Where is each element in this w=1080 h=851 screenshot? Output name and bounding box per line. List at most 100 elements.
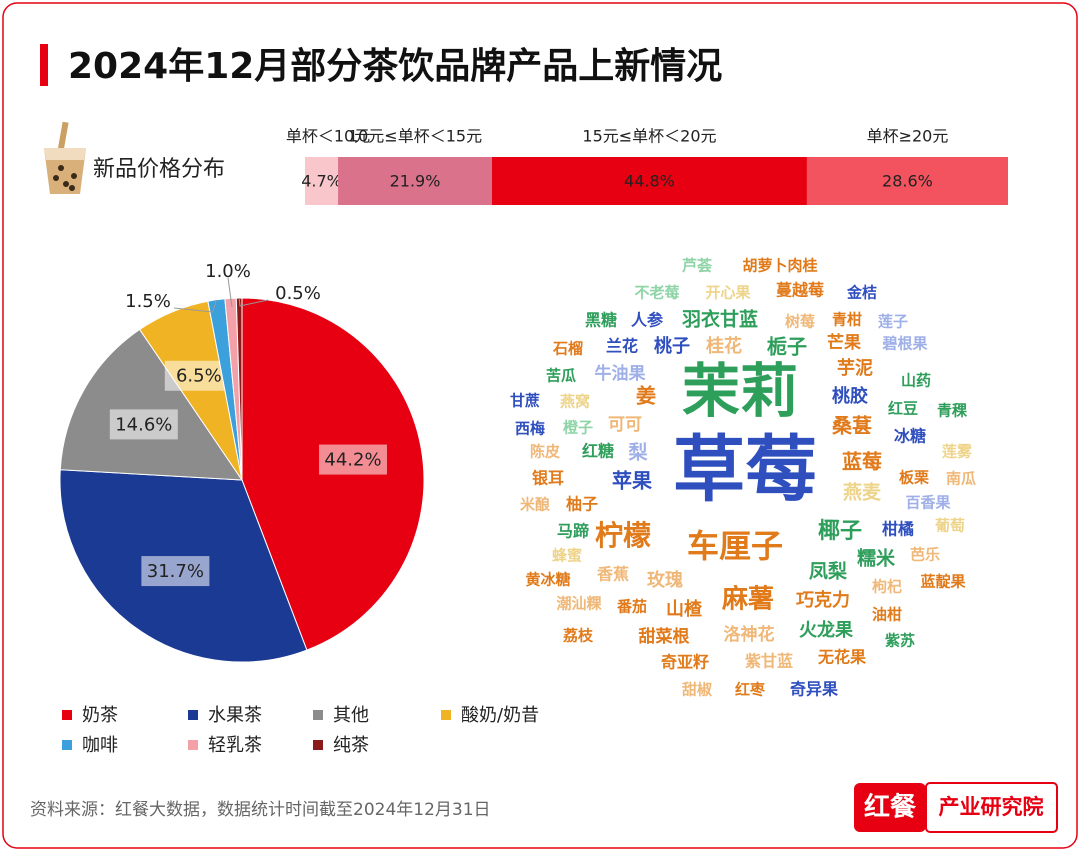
- cloud-word: 油柑: [872, 606, 902, 624]
- cloud-word: 苦瓜: [546, 367, 576, 385]
- cloud-word: 糯米: [857, 547, 896, 570]
- cloud-word: 桂花: [705, 335, 742, 357]
- logo-name: 产业研究院: [939, 795, 1044, 819]
- cloud-word: 青柑: [832, 311, 862, 329]
- cloud-word: 红糖: [582, 442, 614, 461]
- cloud-word: 红豆: [888, 400, 918, 418]
- cloud-word: 兰花: [606, 337, 638, 356]
- cloud-word: 紫苏: [885, 632, 915, 650]
- logo-brand: 红餐: [864, 792, 917, 823]
- cloud-word: 番茄: [616, 598, 647, 616]
- cloud-word: 牛油果: [595, 363, 646, 384]
- cloud-word: 茉莉: [682, 357, 798, 425]
- cloud-word: 山楂: [666, 598, 703, 620]
- cloud-word: 枸杞: [872, 578, 902, 596]
- cloud-word: 芭乐: [910, 546, 940, 564]
- leader-line: [238, 297, 269, 307]
- price-segment: [338, 157, 492, 205]
- leader-line: [227, 277, 233, 308]
- cloud-word: 姜: [636, 384, 656, 408]
- segment-label: 28.6%: [882, 172, 933, 191]
- legend-swatch: [441, 710, 451, 720]
- cloud-word: 金桔: [846, 284, 877, 302]
- logo-name-box: [925, 782, 1058, 833]
- cloud-word: 蔓越莓: [776, 281, 824, 300]
- cloud-word: 荔枝: [563, 627, 594, 645]
- cloud-word: 银耳: [532, 469, 564, 488]
- cloud-word: 蓝靛果: [920, 573, 966, 591]
- cloud-word: 甜椒: [682, 681, 713, 699]
- price-segment: [806, 157, 1008, 205]
- cloud-word: 潮汕粿: [556, 595, 602, 613]
- cloud-word: 栀子: [767, 335, 807, 359]
- cloud-word: 苹果: [612, 469, 652, 493]
- cloud-word: 羽衣甘蓝: [682, 308, 758, 331]
- pie-label: 0.5%: [275, 283, 321, 304]
- cloud-word: 火龙果: [799, 619, 854, 641]
- pie-label-box: [318, 444, 387, 475]
- title: 2024年12月部分茶饮品牌产品上新情况: [68, 46, 722, 87]
- cloud-word: 柠檬: [595, 519, 651, 552]
- cloud-word: 桑葚: [832, 414, 872, 438]
- cloud-word: 蓝莓: [842, 450, 882, 474]
- cloud-word: 甜菜根: [639, 626, 690, 647]
- cloud-word: 冰糖: [894, 427, 926, 446]
- cloud-word: 芋泥: [837, 357, 873, 379]
- cloud-word: 无花果: [817, 648, 866, 667]
- legend-swatch: [62, 710, 72, 720]
- cloud-word: 奇异果: [790, 680, 838, 699]
- legend-swatch: [188, 740, 198, 750]
- logo-brand-box: [854, 783, 926, 832]
- segment-label: 44.8%: [624, 172, 675, 191]
- cloud-word: 玫瑰: [647, 569, 683, 591]
- cloud-word: 紫甘蓝: [745, 652, 793, 671]
- cloud-word: 蜂蜜: [552, 547, 582, 565]
- cloud-word: 莲子: [878, 313, 908, 331]
- price-segment: [491, 157, 807, 205]
- cloud-word: 胡萝卜肉桂: [742, 257, 817, 275]
- cloud-word: 凤梨: [809, 560, 848, 583]
- legend-swatch: [62, 740, 72, 750]
- segment-label: 4.7%: [301, 172, 342, 191]
- pie-label: 6.5%: [176, 366, 222, 387]
- cloud-word: 西梅: [515, 420, 545, 438]
- cloud-word: 椰子: [818, 519, 862, 544]
- legend-label: 酸奶/奶昔: [461, 705, 539, 726]
- legend-swatch: [313, 740, 323, 750]
- pie-label: 1.0%: [205, 261, 251, 282]
- cloud-word: 芦荟: [682, 257, 713, 275]
- cloud-word: 葡萄: [934, 517, 965, 535]
- cloud-word: 不老莓: [634, 284, 679, 302]
- cloud-word: 树莓: [785, 313, 815, 331]
- price-chart-title: 新品价格分布: [93, 157, 225, 182]
- cloud-word: 燕麦: [843, 481, 882, 504]
- legend-swatch: [188, 710, 198, 720]
- legend-swatch: [313, 710, 323, 720]
- title-marker: [40, 44, 48, 86]
- legend-label: 15元≤单杯＜20元: [582, 127, 716, 146]
- pie-label: 31.7%: [147, 561, 204, 582]
- cloud-word: 红枣: [735, 681, 766, 699]
- legend-label: 单杯≥20元: [867, 127, 949, 146]
- cloud-word: 芒果: [827, 332, 861, 353]
- cloud-word: 车厘子: [687, 527, 783, 565]
- legend-label: 轻乳茶: [208, 735, 262, 756]
- cloud-word: 草莓: [673, 428, 817, 512]
- cloud-word: 百香果: [905, 494, 951, 512]
- cloud-word: 可可: [608, 415, 642, 435]
- cloud-word: 奇亚籽: [661, 653, 709, 672]
- cloud-word: 柑橘: [882, 520, 914, 539]
- pie-label: 44.2%: [324, 450, 381, 471]
- cloud-word: 马蹄: [557, 522, 589, 541]
- legend-label: 咖啡: [82, 735, 118, 756]
- cloud-word: 青稞: [937, 402, 968, 420]
- leader-line: [173, 299, 217, 313]
- cloud-word: 人参: [631, 311, 664, 330]
- cloud-word: 柚子: [566, 495, 598, 514]
- cloud-word: 山药: [901, 372, 931, 390]
- cloud-word: 巧克力: [796, 589, 850, 611]
- cloud-word: 香蕉: [596, 565, 629, 584]
- cloud-word: 石榴: [552, 340, 583, 358]
- cloud-word: 桃胶: [832, 385, 868, 407]
